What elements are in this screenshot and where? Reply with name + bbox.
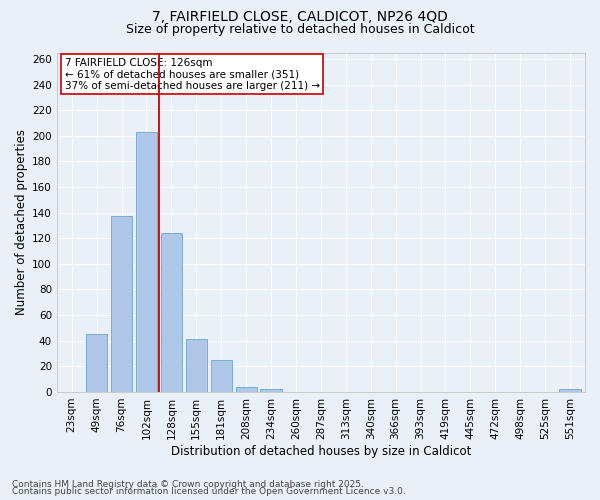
Bar bbox=[186, 340, 207, 392]
Bar bbox=[260, 390, 281, 392]
Text: Contains HM Land Registry data © Crown copyright and database right 2025.: Contains HM Land Registry data © Crown c… bbox=[12, 480, 364, 489]
Bar bbox=[86, 334, 107, 392]
Bar bbox=[236, 387, 257, 392]
Text: Contains public sector information licensed under the Open Government Licence v3: Contains public sector information licen… bbox=[12, 487, 406, 496]
Bar bbox=[111, 216, 132, 392]
Text: 7 FAIRFIELD CLOSE: 126sqm
← 61% of detached houses are smaller (351)
37% of semi: 7 FAIRFIELD CLOSE: 126sqm ← 61% of detac… bbox=[65, 58, 320, 91]
Bar bbox=[211, 360, 232, 392]
Bar bbox=[136, 132, 157, 392]
Bar bbox=[161, 233, 182, 392]
Text: 7, FAIRFIELD CLOSE, CALDICOT, NP26 4QD: 7, FAIRFIELD CLOSE, CALDICOT, NP26 4QD bbox=[152, 10, 448, 24]
Bar bbox=[559, 390, 581, 392]
Text: Size of property relative to detached houses in Caldicot: Size of property relative to detached ho… bbox=[125, 22, 475, 36]
X-axis label: Distribution of detached houses by size in Caldicot: Distribution of detached houses by size … bbox=[171, 444, 471, 458]
Y-axis label: Number of detached properties: Number of detached properties bbox=[15, 129, 28, 315]
